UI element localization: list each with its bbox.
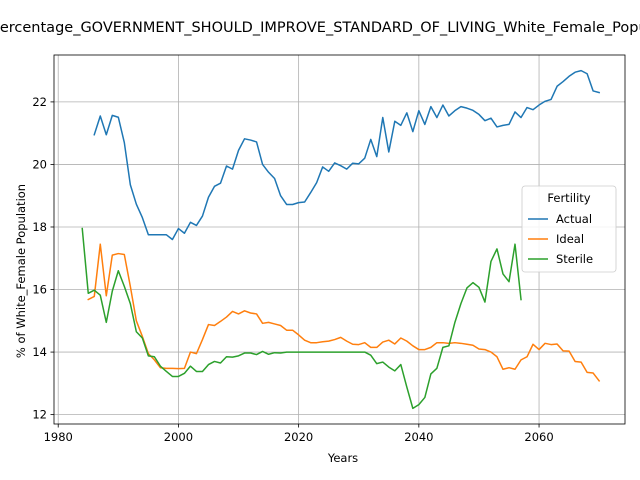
series-line-actual	[93, 69, 601, 241]
plot-area-frame	[53, 54, 626, 425]
x-axis-label: Years	[327, 451, 358, 465]
x-tick-label: 2060	[524, 430, 553, 444]
x-tick-label: 2020	[284, 430, 313, 444]
y-tick-label: 16	[32, 283, 47, 297]
y-tick-label: 18	[32, 220, 47, 234]
y-tick-label: 14	[32, 345, 47, 359]
legend-title: Fertility	[547, 191, 590, 205]
x-tick-label: 2000	[164, 430, 193, 444]
legend-label-sterile: Sterile	[556, 252, 593, 266]
series-line-ideal	[87, 243, 601, 382]
x-tick-label: 2040	[404, 430, 433, 444]
legend-label-ideal: Ideal	[556, 232, 584, 246]
y-tick-label: 20	[32, 157, 47, 171]
y-tick-label: 22	[32, 95, 47, 109]
chart-title: Percentage_GOVERNMENT_SHOULD_IMPROVE_STA…	[0, 20, 640, 36]
y-axis-label: % of White_Female Population	[14, 184, 28, 358]
legend: Fertility Actual Ideal Sterile	[521, 185, 617, 273]
axis-ticks: 1980 2000 2020 2040 2060 12 14 16 18 20 22	[32, 95, 553, 444]
legend-frame	[521, 185, 617, 273]
series-line-sterile	[81, 227, 522, 410]
x-tick-label: 1980	[44, 430, 73, 444]
series-lines	[81, 69, 601, 410]
legend-entries: Actual Ideal Sterile	[528, 212, 593, 266]
y-tick-label: 12	[32, 408, 47, 422]
legend-label-actual: Actual	[556, 212, 592, 226]
